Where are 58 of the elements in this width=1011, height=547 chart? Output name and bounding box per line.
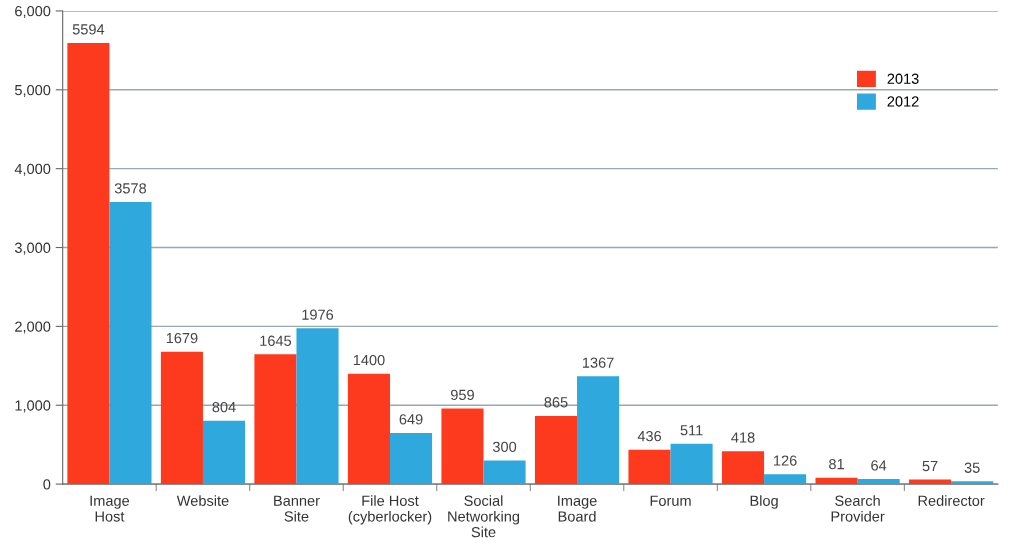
x-tick-label: Blog: [750, 495, 778, 509]
data-label: 5594: [72, 24, 105, 35]
x-tick-label: Banner Site: [274, 495, 320, 522]
bar: [202, 420, 246, 485]
data-label: 511: [680, 425, 703, 436]
data-label: 300: [492, 441, 517, 452]
y-tick-label: 1,000: [15, 400, 51, 413]
bar: [951, 481, 994, 485]
bar: [109, 201, 152, 485]
bar: [67, 42, 110, 485]
y-tick-label: 2,000: [15, 321, 51, 334]
bar: [347, 373, 390, 485]
data-label: 865: [544, 397, 568, 408]
bar: [483, 460, 526, 485]
data-label: 3578: [114, 183, 147, 194]
data-label: 81: [829, 458, 844, 470]
y-tick-label: 5,000: [14, 84, 51, 97]
bar: [389, 432, 433, 485]
data-label: 436: [637, 430, 662, 442]
bar: [815, 477, 858, 485]
data-label: 1976: [302, 309, 334, 320]
data-label: 1400: [353, 354, 385, 366]
bar: [296, 328, 339, 485]
bar: [670, 443, 713, 485]
data-label: 1645: [260, 335, 292, 346]
data-label: 126: [774, 455, 797, 466]
bar: [628, 449, 671, 485]
data-label: 57: [922, 460, 938, 472]
bar: [441, 408, 484, 485]
x-tick-label: Image Board: [558, 495, 597, 522]
bar: [577, 376, 620, 485]
legend-label: 2012: [887, 96, 919, 107]
x-tick-label: File Host (cyberlocker): [348, 495, 432, 525]
x-tick-label: Search Provider: [831, 495, 885, 522]
data-label: 35: [964, 462, 980, 473]
y-tick-label: 0: [43, 479, 51, 490]
data-label: 418: [731, 432, 755, 443]
data-label: 64: [871, 460, 887, 471]
bar: [160, 351, 203, 485]
data-label: 1367: [582, 357, 614, 368]
bar: [721, 451, 765, 485]
x-tick-label: Redirector: [918, 495, 985, 506]
bar: [857, 479, 900, 485]
x-tick-label: Social Networking Site: [448, 495, 520, 538]
y-tick-label: 3,000: [14, 242, 51, 255]
bar: [764, 474, 807, 485]
data-label: 649: [399, 414, 423, 425]
bar: [254, 354, 297, 485]
y-tick-label: 4,000: [14, 163, 51, 176]
x-tick-label: Image Host: [90, 495, 130, 522]
data-label: 804: [212, 401, 236, 413]
bar: [534, 415, 578, 485]
data-label: 1679: [166, 332, 198, 344]
x-tick-label: Forum: [650, 495, 691, 506]
x-tick-label: Website: [176, 495, 229, 506]
y-tick-label: 6,000: [15, 6, 51, 19]
legend-label: 2013: [887, 73, 919, 84]
data-label: 959: [450, 389, 474, 401]
